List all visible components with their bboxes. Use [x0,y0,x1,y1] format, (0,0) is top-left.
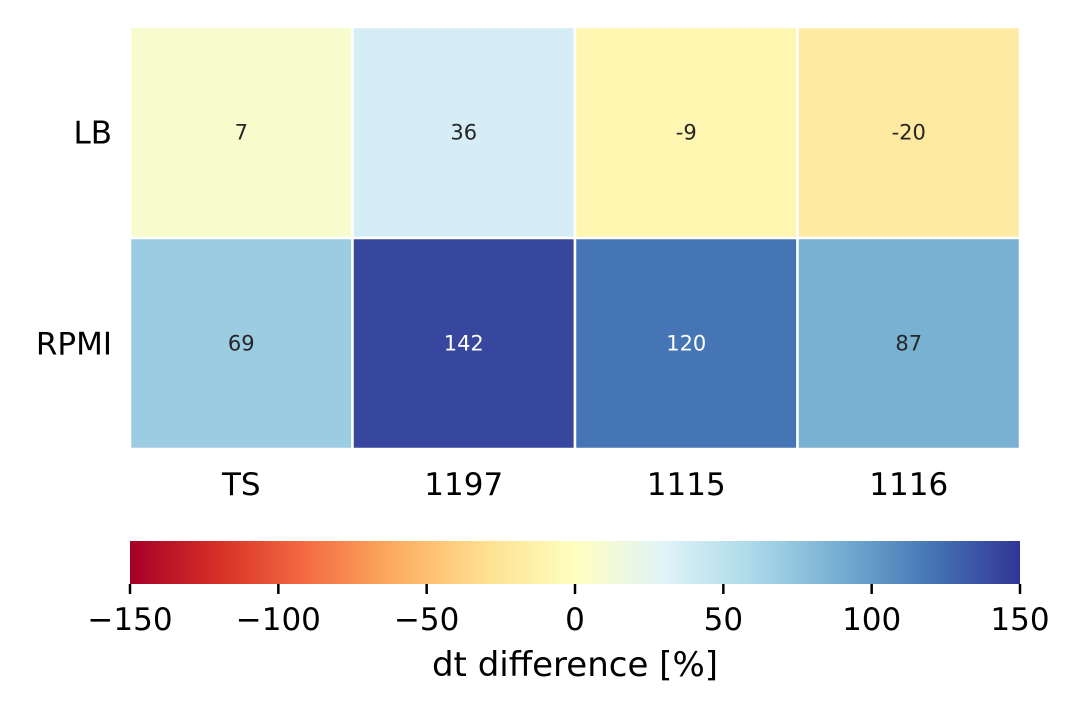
row-labels: LB RPMI [36,116,112,363]
heatmap-cell [351,236,577,451]
colorbar-tick-label: 150 [990,602,1049,638]
column-label: 1116 [869,467,948,503]
heatmap-cells [128,25,1022,451]
column-labels: TS 1197 1115 1116 [221,467,948,503]
colorbar-tick-label: −100 [236,602,321,638]
colorbar-tick-label: −150 [87,602,172,638]
cell-value-label: -20 [892,121,926,145]
heatmap-cell [573,25,799,240]
colorbar-tick-label: 100 [842,602,901,638]
heatmap-cell [128,236,354,451]
colorbar-tick-label: −50 [394,602,459,638]
row-label: LB [73,116,112,152]
heatmap-cell [351,25,577,240]
cell-value-label: 7 [235,121,248,145]
column-label: TS [221,467,261,503]
colorbar: −150 −100 −50 0 50 100 150 dt difference [%] [87,541,1050,685]
column-label: 1197 [424,467,503,503]
cell-value-label: 120 [666,332,706,356]
heatmap-cell [573,236,799,451]
cell-value-label: 87 [895,332,922,356]
row-label: RPMI [36,327,112,363]
column-label: 1115 [647,467,726,503]
heatmap-cell [796,236,1022,451]
colorbar-ticks: −150 −100 −50 0 50 100 150 [87,584,1050,638]
colorbar-gradient [130,541,1020,584]
cell-value-label: 142 [444,332,484,356]
colorbar-label: dt difference [%] [432,645,718,685]
heatmap-cell [796,25,1022,240]
cell-value-label: 69 [228,332,255,356]
heatmap-cell [128,25,354,240]
colorbar-tick-label: 50 [704,602,743,638]
colorbar-tick-label: 0 [565,602,585,638]
heatmap-cell-labels: 7 36 -9 -20 69 142 120 87 [228,121,926,356]
cell-value-label: -9 [676,121,697,145]
cell-value-label: 36 [450,121,477,145]
